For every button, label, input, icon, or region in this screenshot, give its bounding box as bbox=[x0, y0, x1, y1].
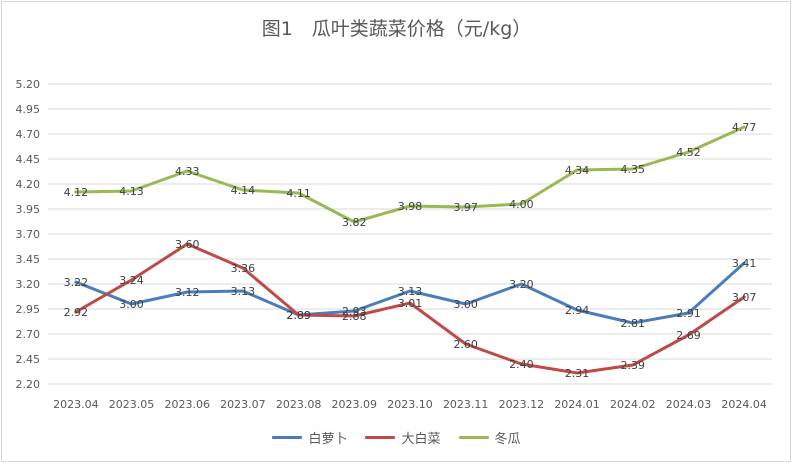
data-label: 3.20 bbox=[509, 278, 534, 291]
y-tick-label: 2.45 bbox=[16, 353, 41, 366]
data-label: 3.00 bbox=[453, 298, 478, 311]
data-label: 2.69 bbox=[676, 329, 701, 342]
data-label: 2.89 bbox=[286, 309, 311, 322]
data-label: 2.81 bbox=[621, 317, 646, 330]
y-tick-label: 4.45 bbox=[16, 153, 41, 166]
data-label: 4.12 bbox=[64, 186, 89, 199]
data-label: 2.89 bbox=[286, 309, 311, 322]
data-label: 4.00 bbox=[509, 198, 534, 211]
legend-swatch bbox=[272, 436, 303, 439]
x-tick-label: 2023.09 bbox=[332, 398, 378, 411]
chart-title: 图1 瓜叶类蔬菜价格（元/kg） bbox=[261, 18, 532, 40]
data-label: 3.07 bbox=[732, 291, 757, 304]
data-label: 3.13 bbox=[398, 285, 423, 298]
gridlines bbox=[48, 83, 772, 385]
data-label: 3.24 bbox=[119, 274, 144, 287]
data-label: 2.92 bbox=[64, 306, 89, 319]
data-label: 3.60 bbox=[175, 238, 200, 251]
x-tick-label: 2023.12 bbox=[499, 398, 545, 411]
data-label: 3.82 bbox=[342, 216, 367, 229]
legend-label: 大白菜 bbox=[401, 432, 441, 447]
data-label: 2.88 bbox=[342, 310, 367, 323]
series-lines bbox=[74, 125, 746, 375]
y-tick-label: 3.95 bbox=[16, 203, 41, 216]
series-line-1 bbox=[74, 242, 746, 375]
x-tick-label: 2023.07 bbox=[220, 398, 266, 411]
data-label: 4.14 bbox=[231, 184, 256, 197]
y-tick-label: 2.70 bbox=[16, 328, 41, 341]
y-tick-label: 4.70 bbox=[16, 128, 41, 141]
data-label: 3.01 bbox=[398, 297, 423, 310]
x-tick-label: 2024.03 bbox=[666, 398, 712, 411]
y-tick-label: 3.70 bbox=[16, 228, 41, 241]
x-tick-label: 2023.06 bbox=[164, 398, 210, 411]
data-labels: 3.22 3.00 3.12 3.13 2.89 2.93 3.13 3.00 3.20 2.94… bbox=[64, 121, 757, 380]
x-tick-label: 2023.04 bbox=[53, 398, 99, 411]
data-label: 3.36 bbox=[231, 262, 256, 275]
data-label: 2.60 bbox=[453, 338, 478, 351]
series-line-0 bbox=[74, 261, 746, 325]
x-axis-ticks: 2023.04 2023.05 2023.06 2023.07 2023.08 2023.… bbox=[53, 398, 767, 411]
data-label: 2.40 bbox=[509, 358, 534, 371]
legend-label: 冬瓜 bbox=[494, 432, 521, 447]
data-label: 3.97 bbox=[453, 201, 478, 214]
x-tick-label: 2023.10 bbox=[387, 398, 433, 411]
data-label: 4.35 bbox=[621, 163, 646, 176]
legend-swatch bbox=[458, 436, 489, 439]
data-label: 3.00 bbox=[119, 298, 144, 311]
legend-item-0: 白萝卜 bbox=[272, 428, 347, 447]
data-label: 3.12 bbox=[175, 286, 200, 299]
data-label: 4.11 bbox=[286, 187, 311, 200]
data-label: 3.98 bbox=[398, 200, 423, 213]
y-tick-label: 3.20 bbox=[16, 278, 41, 291]
x-tick-label: 2023.11 bbox=[443, 398, 489, 411]
y-tick-label: 4.95 bbox=[16, 103, 41, 116]
y-tick-label: 5.20 bbox=[16, 78, 41, 91]
legend-item-2: 冬瓜 bbox=[458, 428, 521, 447]
data-label: 3.13 bbox=[231, 285, 256, 298]
y-tick-label: 2.95 bbox=[16, 303, 41, 316]
data-label: 2.31 bbox=[565, 367, 590, 380]
data-label: 3.41 bbox=[732, 257, 757, 270]
legend-swatch bbox=[365, 436, 396, 439]
data-label: 2.39 bbox=[621, 359, 646, 372]
legend-item-1: 大白菜 bbox=[365, 428, 441, 447]
y-tick-label: 4.20 bbox=[16, 178, 41, 191]
y-axis-ticks: 2.20 2.45 2.70 2.95 3.20 3.45 3.70 3.95 4.20 4.45… bbox=[16, 78, 41, 391]
y-tick-label: 3.45 bbox=[16, 253, 41, 266]
legend-label: 白萝卜 bbox=[308, 432, 348, 447]
data-label: 4.34 bbox=[565, 164, 590, 177]
data-label: 4.52 bbox=[676, 146, 701, 159]
x-tick-label: 2023.05 bbox=[109, 398, 155, 411]
x-tick-label: 2024.01 bbox=[554, 398, 600, 411]
x-tick-label: 2024.04 bbox=[721, 398, 767, 411]
y-tick-label: 2.20 bbox=[16, 378, 41, 391]
data-label: 4.77 bbox=[732, 121, 757, 134]
data-label: 2.94 bbox=[565, 304, 590, 317]
data-label: 3.22 bbox=[64, 276, 89, 289]
data-label: 4.33 bbox=[175, 165, 200, 178]
legend: 白萝卜 大白菜 冬瓜 bbox=[0, 428, 793, 447]
series-line-2 bbox=[74, 125, 746, 224]
data-label: 2.91 bbox=[676, 307, 701, 320]
x-tick-label: 2024.02 bbox=[610, 398, 656, 411]
data-label: 2.93 bbox=[342, 305, 367, 318]
data-label: 4.13 bbox=[119, 185, 144, 198]
x-tick-label: 2023.08 bbox=[276, 398, 322, 411]
